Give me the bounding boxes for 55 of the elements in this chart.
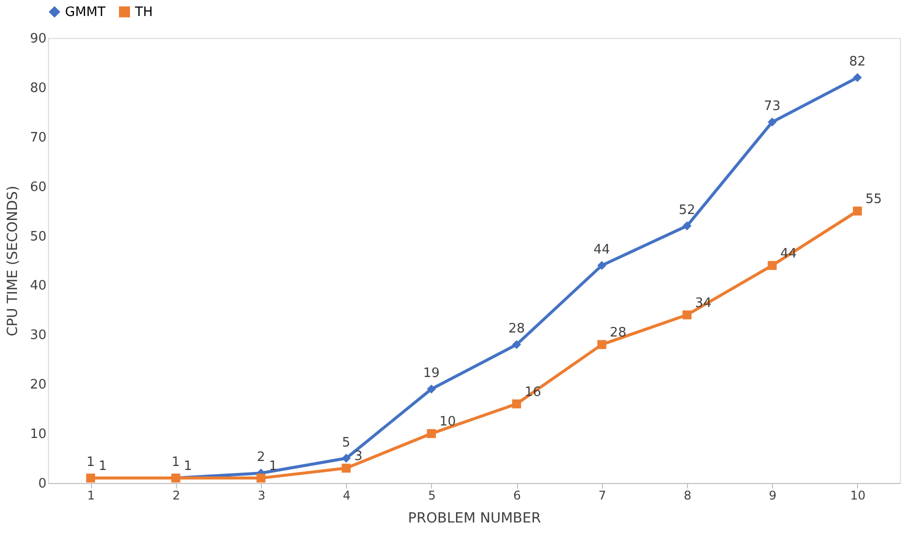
legend-label: TH: [134, 4, 153, 20]
x-tick-label: 3: [258, 488, 266, 502]
data-label: 44: [594, 242, 610, 258]
point: [682, 310, 692, 320]
point: [342, 464, 351, 473]
point: [597, 260, 606, 270]
data-label: 28: [610, 326, 626, 341]
y-tick-label: 30: [30, 328, 46, 344]
y-tick-label: 80: [30, 80, 46, 96]
x-axis-title: PROBLEM NUMBER: [408, 510, 542, 526]
data-label: 1: [98, 459, 107, 474]
data-label: 10: [439, 414, 456, 430]
data-label: 19: [423, 366, 440, 382]
x-tick-label: 7: [598, 488, 606, 502]
x-tick-label: 6: [513, 488, 521, 502]
x-tick-label: 4: [342, 488, 351, 502]
data-label: 1: [86, 455, 95, 470]
y-tick-label: 70: [30, 130, 46, 146]
point: [342, 454, 351, 463]
point: [768, 260, 777, 270]
x-tick-label: 10: [850, 488, 866, 502]
point: [512, 399, 522, 408]
x-tick-label: 1: [87, 488, 95, 502]
legend-label: GMMT: [65, 4, 106, 20]
y-tick-label: 90: [30, 32, 46, 46]
data-label: 2: [256, 450, 266, 466]
data-label: 55: [865, 192, 882, 208]
x-tick-label: 5: [428, 488, 436, 502]
data-label: 52: [678, 202, 696, 218]
point: [682, 221, 692, 230]
x-tick-label: 2: [172, 488, 180, 502]
point: [768, 118, 777, 127]
point: [597, 340, 606, 350]
point: [426, 429, 436, 438]
point: [426, 384, 436, 394]
data-label: 5: [342, 435, 350, 450]
y-tick-label: 40: [30, 278, 46, 294]
y-axis-title: CPU TIME (SECONDS): [4, 186, 21, 336]
point: [256, 474, 266, 483]
y-tick-label: 10: [30, 427, 46, 442]
point: [512, 340, 522, 350]
y-tick-label: 50: [30, 229, 46, 244]
data-label: 3: [354, 449, 362, 464]
data-label: 73: [764, 99, 780, 114]
x-tick-label: 8: [684, 488, 692, 502]
point: [852, 73, 862, 82]
y-tick-label: 60: [30, 180, 46, 195]
y-tick-label: 0: [38, 476, 46, 492]
data-label: 82: [849, 54, 866, 70]
data-label: 1: [184, 459, 192, 474]
y-tick-label: 20: [30, 378, 46, 393]
x-tick-label: 9: [768, 488, 777, 502]
point: [852, 206, 862, 216]
data-label: 28: [508, 322, 525, 337]
data-label: 1: [172, 455, 180, 470]
